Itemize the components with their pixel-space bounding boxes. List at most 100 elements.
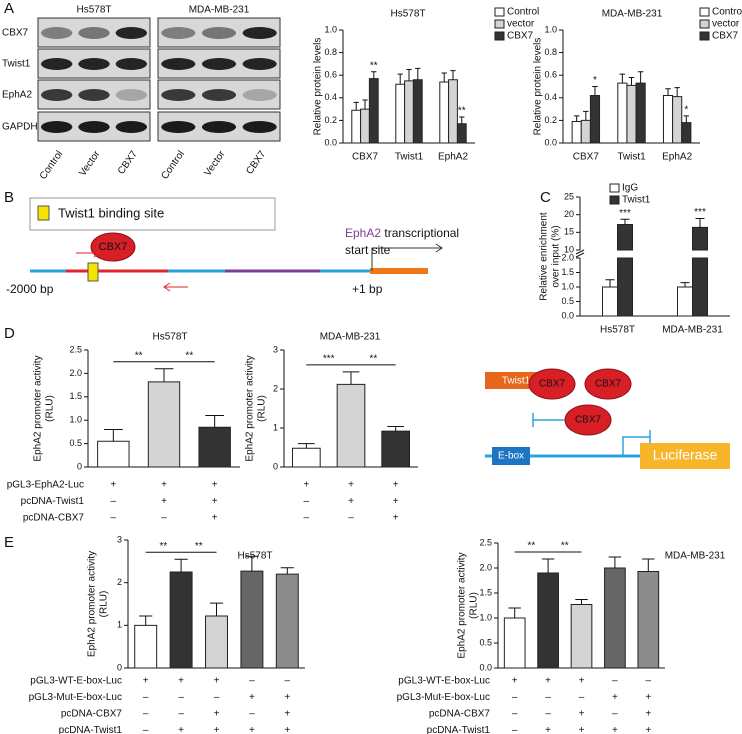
- bar: [503, 617, 526, 669]
- x-tick-label: EphA2: [438, 152, 468, 163]
- condition-label: pGL3-WT-E-box-Luc: [30, 676, 122, 687]
- condition-sign: –: [612, 676, 618, 687]
- y-tick-label: 0.2: [544, 115, 557, 125]
- condition-sign: –: [249, 676, 255, 687]
- y-tick-label: 0.5: [69, 438, 82, 448]
- blot-band: [161, 89, 196, 101]
- condition-sign: +: [393, 513, 399, 524]
- condition-sign: +: [249, 692, 255, 703]
- blot-lane-label: CBX7: [116, 149, 140, 177]
- legend-label: vector: [712, 19, 740, 30]
- y-tick-label: 10: [564, 244, 574, 254]
- y-tick-label: 1: [273, 422, 278, 432]
- blot-lane-label: Control: [159, 149, 187, 182]
- error-bar: [637, 71, 644, 84]
- x-tick-label: Twist1: [617, 152, 646, 163]
- blot-band: [40, 121, 73, 133]
- bar: [368, 78, 379, 144]
- y-axis-label: Relative enrichment: [539, 212, 550, 301]
- condition-sign: –: [646, 676, 652, 687]
- y-axis-label: EphA2 promoter activity: [457, 552, 468, 658]
- chart: 0.0 0.5 1.0 1.5 2.0 2.5 EphA2 promoter activit…: [397, 537, 726, 734]
- y-tick-label: 0: [117, 662, 122, 672]
- legend-label: vector: [507, 19, 535, 30]
- chart-title: MDA-MB-231: [602, 9, 663, 20]
- condition-label: pGL3-EphA2-Luc: [7, 480, 84, 491]
- condition-sign: +: [579, 676, 585, 687]
- blot-band: [201, 58, 237, 70]
- blot-band: [40, 58, 73, 70]
- y-tick-label: 15: [564, 227, 574, 237]
- y-tick-label: 25: [564, 191, 574, 201]
- legend-swatch: [494, 19, 505, 29]
- y-tick-label: 0.0: [544, 137, 557, 147]
- y-tick-label: 1.0: [544, 24, 557, 34]
- chart: 0 0.5 1.0 1.5 2.0 2.5 EphA2 promoter activity(…: [7, 332, 240, 524]
- condition-sign: +: [348, 480, 354, 491]
- error-bar: [362, 99, 368, 110]
- error-bar: [245, 555, 259, 572]
- error-bar: [387, 425, 404, 432]
- significance: **: [185, 350, 193, 361]
- bar: [275, 573, 299, 669]
- protein-label: CBX7: [99, 241, 128, 253]
- condition-sign: +: [303, 480, 309, 491]
- error-bar: [298, 443, 315, 449]
- blot-band: [40, 89, 73, 101]
- condition-sign: +: [645, 692, 651, 703]
- bar: [404, 80, 414, 144]
- protein-label: CBX7: [539, 379, 566, 390]
- condition-sign: –: [178, 692, 184, 703]
- blot-band: [201, 27, 237, 39]
- chart-title: MDA-MB-231: [665, 551, 726, 562]
- significance: *: [684, 105, 688, 116]
- y-tick-label: 0.6: [324, 70, 337, 80]
- y-tick-label: 20: [564, 209, 574, 219]
- significance: ***: [619, 208, 631, 219]
- blot-band: [115, 58, 148, 70]
- condition-sign: +: [284, 709, 290, 720]
- reporter-label: Luciferase: [653, 447, 718, 463]
- y-tick-label: 2: [117, 577, 122, 587]
- y-axis-label: Relative protein levels: [313, 38, 324, 136]
- blot-band: [201, 121, 237, 133]
- blot-band: [78, 121, 110, 133]
- condition-sign: –: [111, 496, 117, 507]
- reporter-box: [640, 443, 730, 469]
- error-bar: [415, 67, 421, 80]
- y-tick-label: 0.4: [544, 92, 557, 102]
- error-bar: [353, 101, 359, 111]
- blot-row-label: CBX7: [2, 28, 29, 39]
- legend-swatch: [494, 7, 505, 17]
- panel-label: E: [4, 534, 14, 551]
- y-axis-label: EphA2 promoter activity: [33, 355, 44, 461]
- error-bar: [620, 218, 630, 225]
- bar: [134, 624, 158, 669]
- bar: [662, 95, 674, 144]
- condition-sign: +: [545, 676, 551, 687]
- condition-sign: –: [545, 692, 551, 703]
- error-bar: [541, 558, 555, 573]
- blot-band: [161, 58, 196, 70]
- y-axis-label: EphA2 promoter activity: [87, 551, 98, 657]
- condition-sign: +: [214, 676, 220, 687]
- inhibition: [532, 413, 565, 427]
- bar: [537, 572, 559, 669]
- legend-swatch: [699, 31, 710, 41]
- significance: **: [160, 541, 168, 552]
- position-label: +1 bp: [352, 282, 383, 296]
- protein: [584, 368, 632, 400]
- protein-label: CBX7: [575, 415, 602, 426]
- condition-sign: +: [284, 692, 290, 703]
- error-bar: [441, 72, 447, 82]
- y-axis-label: (RLU): [99, 591, 110, 618]
- primer-arrow: [163, 282, 188, 292]
- condition-sign: +: [579, 709, 585, 720]
- error-bar: [174, 558, 188, 572]
- panel-label: D: [4, 325, 15, 342]
- bar: [395, 83, 406, 144]
- bar: [381, 430, 411, 468]
